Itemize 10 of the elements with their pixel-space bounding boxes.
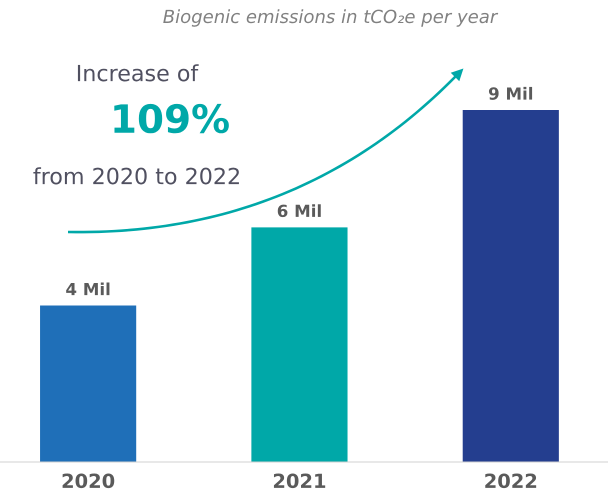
x-tick-label: 2020 — [62, 473, 114, 488]
data-label: 4 Mil — [66, 282, 110, 296]
annotation: 109% — [114, 104, 229, 134]
annotation: from 2020 to 2022 — [33, 167, 239, 184]
data-label: 9 Mil — [488, 86, 532, 100]
chart-title: Biogenic emissions in tCO₂e per year — [163, 9, 498, 27]
text: Increase of — [78, 64, 199, 82]
x-tick-label: 2021 — [274, 473, 326, 488]
x-tick-label: 2022 — [485, 473, 536, 488]
data-label: 6 Mil — [278, 204, 321, 218]
